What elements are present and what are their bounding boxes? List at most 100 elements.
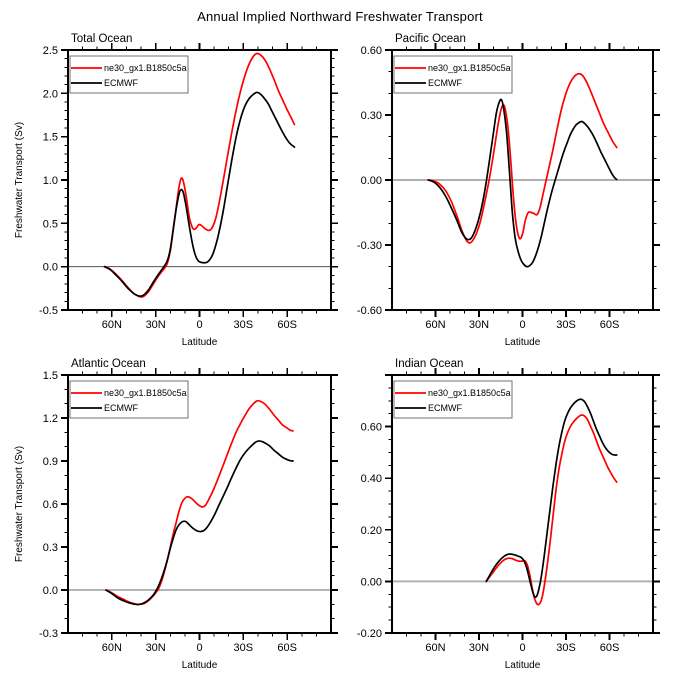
y-tick-label: 0.3: [43, 542, 58, 554]
y-tick-label: 0.60: [361, 422, 382, 434]
y-tick-label: 2.5: [43, 45, 58, 57]
x-tick-label: 0: [196, 642, 202, 654]
y-tick-label: 2.0: [43, 88, 58, 100]
x-ticks: [82, 43, 317, 317]
series-curves: [427, 72, 618, 268]
series-ecmwf: [485, 398, 618, 599]
legend-label-ne30-gx1-b1850c5a: ne30_gx1.B1850c5a: [428, 63, 511, 73]
x-ticks: [406, 368, 639, 640]
panel-title: Pacific Ocean: [395, 33, 466, 45]
x-ticks: [82, 368, 317, 640]
x-axis-label: Latitude: [505, 337, 541, 348]
panel-pacific-ocean: ne30_gx1.B1850c5a ECMWF Pacific Ocean 0.60 0…: [357, 33, 660, 348]
labels: Indian Ocean 0.60 0.40 0.20 0.00 -0.20 60N 30N 0…: [357, 358, 619, 671]
y-tick-label: 0.5: [43, 218, 58, 230]
axes: [385, 368, 660, 640]
y-tick-label: 1.2: [43, 413, 58, 425]
y-tick-label: 0.30: [361, 110, 382, 122]
panel-title: Atlantic Ocean: [71, 358, 146, 370]
x-tick-label: 30N: [469, 642, 489, 654]
x-tick-label: 60S: [277, 319, 297, 331]
legend-box: [393, 55, 513, 94]
y-axis-label: Freshwater Transport (Sv): [14, 122, 25, 238]
y-ticks: [385, 49, 660, 311]
series-ne30-gx1-b1850c5a: [485, 414, 618, 606]
y-tick-label: -0.3: [39, 628, 58, 640]
legend-label-ecmwf: ECMWF: [428, 403, 462, 413]
panel-indian-ocean: ne30_gx1.B1850c5a ECMWF Indian Ocean 0.60 0.…: [357, 358, 660, 671]
y-ticks: [61, 49, 338, 311]
labels: Total Ocean 2.5 2.0 1.5 1.0 0.5 0.0 -0.5 60N 30N 0…: [14, 33, 297, 348]
panel-title: Total Ocean: [71, 33, 132, 45]
panel-title: Indian Ocean: [395, 358, 463, 370]
y-tick-label: 0.60: [361, 45, 382, 57]
x-tick-label: 60S: [277, 642, 297, 654]
y-tick-label: 0.0: [43, 585, 58, 597]
x-axis-label: Latitude: [182, 660, 218, 671]
x-tick-label: 60N: [425, 319, 445, 331]
legend-box: [69, 55, 189, 94]
main-title: Annual Implied Northward Freshwater Tran…: [197, 9, 483, 24]
y-ticks: [61, 374, 338, 634]
y-tick-label: 0.6: [43, 499, 58, 511]
x-ticks: [406, 43, 639, 317]
legend-label-ecmwf: ECMWF: [428, 78, 462, 88]
x-tick-label: 0: [196, 319, 202, 331]
series-ecmwf: [105, 440, 294, 606]
y-tick-label: 1.5: [43, 132, 58, 144]
legend: ne30_gx1.B1850c5a ECMWF: [69, 55, 189, 94]
series-ne30-gx1-b1850c5a: [103, 52, 296, 298]
axes: [385, 43, 660, 317]
y-tick-label: 0.20: [361, 525, 382, 537]
x-axis-label: Latitude: [505, 660, 541, 671]
x-tick-label: 30S: [556, 642, 576, 654]
y-tick-label: 1.0: [43, 175, 58, 187]
x-tick-label: 60N: [425, 642, 445, 654]
x-tick-label: 60S: [600, 642, 620, 654]
y-tick-label: -0.30: [357, 240, 382, 252]
legend-box: [393, 380, 513, 419]
x-tick-label: 30S: [234, 642, 254, 654]
x-tick-label: 30S: [556, 319, 576, 331]
x-tick-label: 30N: [469, 319, 489, 331]
labels: Pacific Ocean 0.60 0.30 0.00 -0.30 -0.60 60N 30…: [357, 33, 619, 348]
axes: [61, 368, 338, 640]
panel-atlantic-ocean: ne30_gx1.B1850c5a ECMWF Atlantic Ocean 1.5 1…: [14, 358, 338, 671]
series-curves: [485, 398, 618, 606]
series-ecmwf: [427, 98, 618, 268]
legend: ne30_gx1.B1850c5a ECMWF: [69, 380, 189, 419]
series-curves: [103, 52, 296, 298]
legend-label-ne30-gx1-b1850c5a: ne30_gx1.B1850c5a: [104, 63, 187, 73]
y-tick-label: 0.00: [361, 576, 382, 588]
series-curves: [105, 399, 294, 606]
series-ne30-gx1-b1850c5a: [105, 399, 294, 606]
y-ticks: [385, 374, 660, 634]
panel-total-ocean: ne30_gx1.B1850c5a ECMWF Total Ocean 2.5 2.0 1…: [14, 33, 338, 348]
y-tick-label: 0.9: [43, 456, 58, 468]
y-tick-label: 0.40: [361, 473, 382, 485]
x-axis-label: Latitude: [182, 337, 218, 348]
y-tick-label: -0.60: [357, 305, 382, 317]
y-tick-label: -0.5: [39, 305, 58, 317]
legend-box: [69, 380, 189, 419]
legend: ne30_gx1.B1850c5a ECMWF: [393, 55, 513, 94]
x-tick-label: 30S: [234, 319, 254, 331]
x-tick-label: 30N: [146, 642, 166, 654]
series-ecmwf: [103, 91, 296, 298]
x-tick-label: 30N: [146, 319, 166, 331]
legend-label-ecmwf: ECMWF: [104, 403, 138, 413]
y-tick-label: 0.0: [43, 262, 58, 274]
y-axis-label: Freshwater Transport (Sv): [14, 446, 25, 562]
legend-label-ne30-gx1-b1850c5a: ne30_gx1.B1850c5a: [428, 388, 511, 398]
legend: ne30_gx1.B1850c5a ECMWF: [393, 380, 513, 419]
labels: Atlantic Ocean 1.5 1.2 0.9 0.6 0.3 0.0 -0.3 60N 3…: [14, 358, 297, 671]
axes: [61, 43, 338, 317]
x-tick-label: 60S: [600, 319, 620, 331]
x-tick-label: 60N: [102, 319, 122, 331]
y-tick-label: -0.20: [357, 628, 382, 640]
legend-label-ecmwf: ECMWF: [104, 78, 138, 88]
x-tick-label: 60N: [102, 642, 122, 654]
y-tick-label: 0.00: [361, 175, 382, 187]
x-tick-label: 0: [519, 319, 525, 331]
